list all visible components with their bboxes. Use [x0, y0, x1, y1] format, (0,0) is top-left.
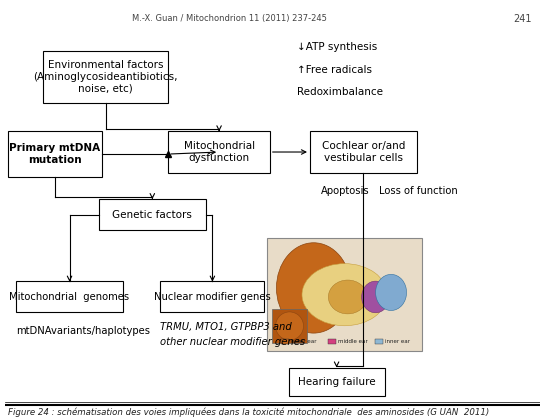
- Text: ↓ATP synthesis: ↓ATP synthesis: [296, 42, 377, 52]
- Bar: [160, 282, 264, 312]
- Text: TRMU, MTO1, GTPBP3 and: TRMU, MTO1, GTPBP3 and: [160, 321, 292, 331]
- Bar: [374, 339, 383, 344]
- Text: Mitochondrial
dysfunction: Mitochondrial dysfunction: [184, 141, 255, 163]
- Text: outer ear: outer ear: [290, 339, 316, 344]
- Text: mtDNAvariants/haplotypes: mtDNAvariants/haplotypes: [16, 326, 150, 336]
- Text: Loss of function: Loss of function: [379, 186, 458, 196]
- Text: other nuclear modifier genes: other nuclear modifier genes: [160, 337, 305, 347]
- Text: Environmental factors
(Aminoglycosideantibiotics,
noise, etc): Environmental factors (Aminoglycosideant…: [33, 60, 178, 94]
- Text: middle ear: middle ear: [338, 339, 367, 344]
- Bar: [328, 339, 336, 344]
- Bar: [281, 339, 289, 344]
- Bar: [99, 199, 205, 230]
- Text: Cochlear or/and
vestibular cells: Cochlear or/and vestibular cells: [322, 141, 405, 163]
- Text: Hearing failure: Hearing failure: [298, 377, 376, 387]
- Bar: [16, 282, 123, 312]
- Bar: [43, 52, 168, 103]
- Ellipse shape: [276, 243, 351, 333]
- Ellipse shape: [276, 312, 304, 340]
- Ellipse shape: [302, 264, 387, 326]
- Text: Nuclear modifier genes: Nuclear modifier genes: [154, 292, 271, 302]
- Text: M.-X. Guan / Mitochondrion 11 (2011) 237-245: M.-X. Guan / Mitochondrion 11 (2011) 237…: [132, 15, 327, 23]
- Text: Mitochondrial  genomes: Mitochondrial genomes: [9, 292, 130, 302]
- Text: 241: 241: [513, 15, 531, 24]
- Text: Redoximbalance: Redoximbalance: [296, 88, 383, 98]
- Text: Apoptosis: Apoptosis: [320, 186, 369, 196]
- Text: inner ear: inner ear: [385, 339, 410, 344]
- Bar: [267, 238, 422, 351]
- Text: ↑Free radicals: ↑Free radicals: [296, 65, 372, 75]
- Bar: [272, 309, 307, 343]
- Ellipse shape: [362, 281, 390, 313]
- Ellipse shape: [328, 280, 367, 314]
- Bar: [168, 132, 270, 173]
- Bar: [288, 367, 385, 396]
- Ellipse shape: [376, 274, 407, 310]
- Text: Figure 24 : schématisation des voies impliquées dans la toxicité mitochondriale : Figure 24 : schématisation des voies imp…: [8, 407, 489, 417]
- Text: Primary mtDNA
mutation: Primary mtDNA mutation: [9, 143, 100, 165]
- Text: Genetic factors: Genetic factors: [112, 210, 192, 220]
- Bar: [8, 132, 101, 177]
- Bar: [310, 132, 417, 173]
